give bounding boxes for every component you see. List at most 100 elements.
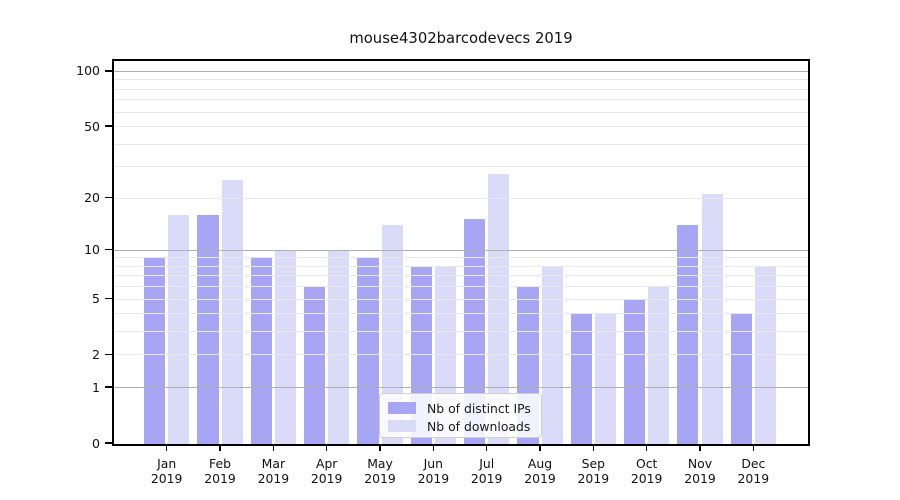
bar-downloads-feb — [221, 180, 243, 444]
bar-distinct-ips-jan — [143, 257, 166, 444]
gridline-minor-50 — [114, 126, 808, 128]
x-tick-apr — [325, 444, 328, 451]
legend-item-downloads: Nb of downloads — [388, 418, 533, 434]
x-label-year: 2019 — [524, 470, 556, 486]
gridline-minor-60 — [114, 111, 808, 113]
bar-distinct-ips-sep — [570, 313, 592, 444]
x-tick-may — [379, 444, 381, 451]
x-tick-mar — [272, 444, 275, 451]
y-tick-label-10: 10 — [84, 242, 100, 258]
bar-downloads-jan — [168, 214, 190, 444]
x-label-year: 2019 — [204, 470, 236, 486]
gridline-minor-3 — [114, 331, 808, 333]
bar-downloads-may — [381, 224, 403, 444]
legend-swatch-downloads — [388, 420, 416, 432]
x-tick-jul — [485, 444, 488, 451]
bar-distinct-ips-oct — [623, 298, 646, 444]
y-tick-5 — [105, 297, 113, 300]
x-label-month: Apr — [315, 456, 338, 471]
x-label-year: 2019 — [630, 470, 663, 486]
x-label-year: 2019 — [364, 470, 396, 486]
y-tick-2 — [105, 353, 113, 356]
x-tick-nov — [699, 444, 701, 451]
y-tick-10 — [105, 248, 113, 251]
legend-label-downloads: Nb of downloads — [427, 418, 531, 434]
legend-label-distinct-ips: Nb of distinct IPs — [427, 400, 531, 416]
gridline-minor-7 — [114, 275, 808, 277]
x-label-year: 2019 — [684, 470, 716, 486]
x-tick-feb — [219, 444, 221, 451]
x-label-year: 2019 — [737, 470, 770, 486]
y-tick-label-100: 100 — [76, 63, 100, 79]
y-tick-100 — [105, 70, 113, 72]
gridline-minor-6 — [114, 286, 808, 288]
gridline-minor-4 — [114, 313, 808, 315]
chart-title: mouse4302barcodevecs 2019 — [349, 30, 573, 47]
legend-item-distinct-ips: Nb of distinct IPs — [388, 400, 533, 416]
bar-downloads-nov — [701, 193, 723, 444]
x-label-month: Jul — [479, 456, 495, 471]
x-label-month: Jan — [157, 456, 177, 471]
x-tick-jun — [432, 444, 435, 451]
x-label-year: 2019 — [257, 470, 290, 486]
bar-downloads-sep — [594, 313, 617, 444]
x-label-year: 2019 — [470, 470, 503, 486]
x-tick-label-aug: Aug 2019 — [512, 456, 568, 486]
gridline-minor-2 — [114, 354, 808, 356]
x-tick-label-jun: Jun 2019 — [405, 456, 461, 486]
x-tick-label-dec: Dec 2019 — [725, 456, 781, 486]
y-tick-0 — [105, 442, 113, 444]
x-tick-label-oct: Oct 2019 — [619, 456, 675, 486]
bar-distinct-ips-dec — [730, 313, 752, 444]
x-label-month: Oct — [635, 456, 658, 471]
gridline-major-10 — [114, 249, 808, 251]
bar-distinct-ips-apr — [303, 286, 326, 444]
gridline-minor-30 — [114, 166, 808, 168]
bar-distinct-ips-nov — [677, 224, 699, 444]
x-tick-dec — [752, 444, 755, 451]
gridline-minor-40 — [114, 143, 808, 145]
x-label-month: Nov — [687, 456, 713, 471]
legend: Nb of distinct IPs Nb of downloads — [379, 393, 542, 438]
legend-swatch-distinct-ips — [388, 402, 416, 414]
x-label-month: May — [367, 456, 393, 471]
bar-distinct-ips-may — [357, 257, 379, 444]
gridline-major-1 — [114, 387, 808, 389]
x-tick-oct — [645, 444, 648, 451]
x-tick-jan — [165, 444, 168, 451]
y-tick-label-20: 20 — [84, 190, 100, 206]
x-label-month: Feb — [209, 456, 231, 471]
gridline-minor-70 — [114, 99, 808, 101]
x-tick-label-may: May 2019 — [352, 456, 408, 486]
y-tick-1 — [105, 386, 113, 388]
x-tick-label-nov: Nov 2019 — [672, 456, 728, 486]
bar-downloads-oct — [648, 286, 670, 444]
gridline-minor-9 — [114, 257, 808, 259]
bar-downloads-apr — [328, 249, 350, 444]
x-label-year: 2019 — [310, 470, 343, 486]
bar-distinct-ips-mar — [250, 257, 272, 444]
gridline-minor-5 — [114, 298, 808, 300]
y-tick-label-2: 2 — [92, 346, 100, 362]
y-tick-label-50: 50 — [84, 118, 100, 134]
x-tick-label-mar: Mar 2019 — [245, 456, 301, 486]
x-label-month: Mar — [261, 456, 286, 471]
x-tick-label-feb: Feb 2019 — [192, 456, 248, 486]
x-label-year: 2019 — [150, 470, 183, 486]
x-label-month: Jun — [423, 456, 444, 471]
x-tick-label-jan: Jan 2019 — [139, 456, 195, 486]
y-tick-label-5: 5 — [92, 291, 100, 307]
x-tick-aug — [539, 444, 541, 451]
bar-distinct-ips-feb — [197, 214, 219, 444]
x-label-year: 2019 — [577, 470, 610, 486]
y-tick-50 — [105, 125, 113, 127]
x-label-month: Sep — [581, 456, 605, 471]
y-tick-20 — [105, 196, 113, 199]
bar-downloads-mar — [274, 249, 297, 444]
x-label-year: 2019 — [417, 470, 450, 486]
x-tick-label-apr: Apr 2019 — [299, 456, 355, 486]
gridline-minor-80 — [114, 88, 808, 90]
x-label-month: Aug — [527, 456, 553, 471]
x-tick-label-sep: Sep 2019 — [565, 456, 621, 486]
